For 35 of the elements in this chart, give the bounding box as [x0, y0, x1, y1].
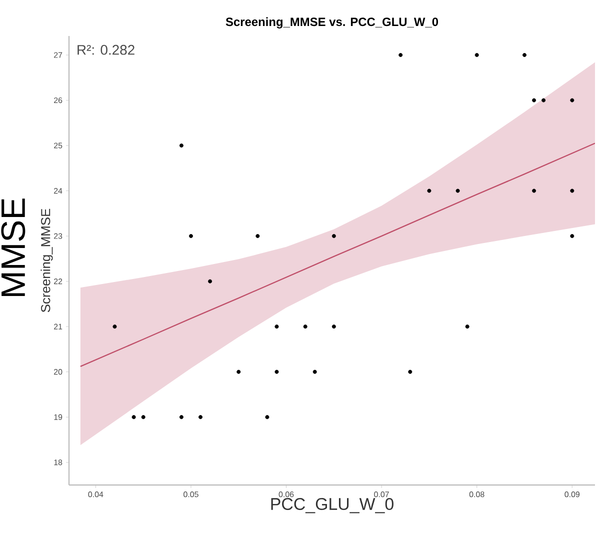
point	[265, 415, 270, 420]
point	[188, 234, 193, 238]
point	[408, 370, 412, 374]
point	[474, 53, 479, 58]
point	[570, 98, 574, 102]
point	[542, 98, 546, 102]
point	[112, 324, 117, 329]
point	[532, 98, 536, 102]
point	[332, 234, 336, 238]
point	[208, 279, 212, 284]
point	[141, 415, 146, 420]
point	[570, 188, 574, 193]
point	[456, 188, 460, 193]
point	[465, 324, 470, 329]
point	[274, 324, 279, 329]
point	[427, 188, 432, 193]
chart-title: Screening_MMSE vs. PCC_GLU_W_0	[226, 17, 438, 28]
point	[303, 324, 308, 329]
point	[312, 370, 317, 374]
point	[532, 188, 536, 193]
text: MMSE	[1, 198, 26, 296]
point	[522, 53, 526, 58]
annotation: R²: 0.282	[78, 44, 134, 55]
point	[179, 415, 184, 420]
y-axis-title: Screening_MMSE	[40, 208, 53, 312]
point	[332, 324, 336, 329]
point	[179, 144, 184, 148]
point	[256, 234, 260, 238]
point	[570, 234, 574, 238]
point	[274, 370, 279, 374]
point	[198, 415, 202, 420]
point	[236, 370, 241, 374]
point	[132, 415, 136, 420]
point	[398, 53, 403, 58]
x-axis-title: PCC_GLU_W_0	[271, 498, 394, 514]
